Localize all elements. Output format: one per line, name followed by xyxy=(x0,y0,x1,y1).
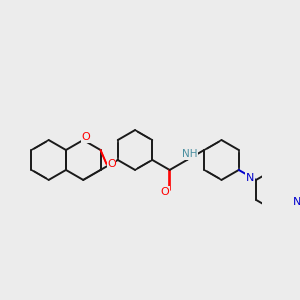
Text: O: O xyxy=(107,159,116,169)
Text: NH: NH xyxy=(182,149,197,159)
Text: O: O xyxy=(82,132,91,142)
Text: O: O xyxy=(160,187,169,197)
Text: N: N xyxy=(246,173,254,183)
Text: N: N xyxy=(292,197,300,207)
